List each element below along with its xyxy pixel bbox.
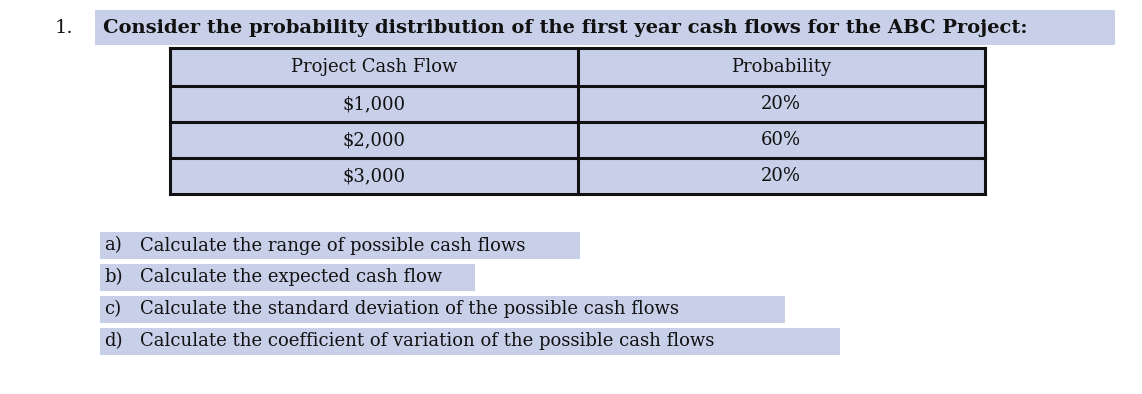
Text: Project Cash Flow: Project Cash Flow xyxy=(290,58,457,76)
Text: $2,000: $2,000 xyxy=(343,131,405,149)
Text: Calculate the range of possible cash flows: Calculate the range of possible cash flo… xyxy=(140,236,525,255)
Text: Probability: Probability xyxy=(731,58,831,76)
Text: Calculate the standard deviation of the possible cash flows: Calculate the standard deviation of the … xyxy=(140,301,679,318)
Text: $3,000: $3,000 xyxy=(343,167,405,185)
Text: $1,000: $1,000 xyxy=(343,95,405,113)
Text: Consider the probability distribution of the first year cash flows for the ABC P: Consider the probability distribution of… xyxy=(103,19,1028,37)
Text: 20%: 20% xyxy=(762,167,802,185)
Text: Calculate the coefficient of variation of the possible cash flows: Calculate the coefficient of variation o… xyxy=(140,333,715,351)
Text: 60%: 60% xyxy=(762,131,802,149)
Bar xyxy=(170,48,986,194)
Bar xyxy=(100,232,580,259)
Bar xyxy=(100,296,785,323)
Bar xyxy=(100,264,475,291)
Text: Calculate the expected cash flow: Calculate the expected cash flow xyxy=(140,268,442,286)
Text: b): b) xyxy=(104,268,122,286)
Text: 1.: 1. xyxy=(55,19,73,37)
Bar xyxy=(95,10,1115,45)
Text: 20%: 20% xyxy=(762,95,802,113)
Text: d): d) xyxy=(104,333,122,351)
Bar xyxy=(100,328,841,355)
Text: a): a) xyxy=(104,236,122,255)
Text: c): c) xyxy=(104,301,121,318)
